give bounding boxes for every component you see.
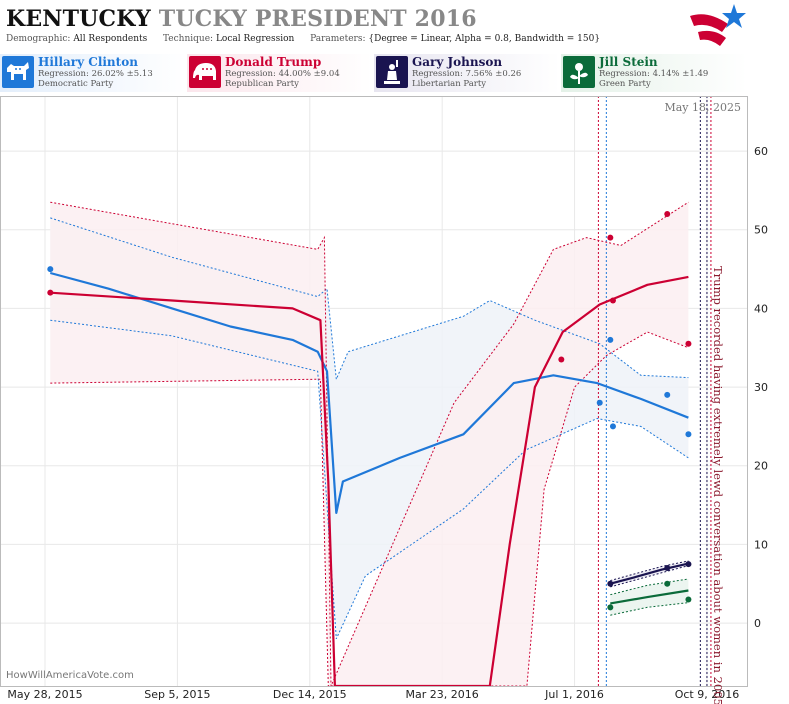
poll-point xyxy=(558,356,565,363)
candidate-name: Gary Johnson xyxy=(412,55,503,69)
y-tick-label: 60 xyxy=(754,145,768,158)
lower-bound-line xyxy=(50,319,689,640)
trend-lines xyxy=(50,201,689,686)
y-tick-label: 10 xyxy=(754,538,768,551)
candidate-regression: Regression: 4.14% ±1.49 xyxy=(599,69,709,79)
candidate-card-stein[interactable]: Jill Stein Regression: 4.14% ±1.49 Green… xyxy=(561,54,747,92)
candidate-card-johnson[interactable]: Gary Johnson Regression: 7.56% ±0.26 Lib… xyxy=(374,54,560,92)
poll-point xyxy=(609,423,616,430)
trend-line xyxy=(50,271,689,514)
y-tick-label: 30 xyxy=(754,381,768,394)
poll-point xyxy=(47,289,54,296)
x-tick-label: Sep 5, 2015 xyxy=(144,688,210,701)
candidate-regression: Regression: 44.00% ±9.04 xyxy=(225,69,340,79)
demographic-label: Demographic: xyxy=(6,34,71,44)
candidate-card-trump[interactable]: Donald Trump Regression: 44.00% ±9.04 Re… xyxy=(187,54,373,92)
confidence-bands xyxy=(50,202,689,686)
poll-point xyxy=(664,580,671,587)
y-tick-label: 40 xyxy=(754,302,768,315)
confidence-band xyxy=(50,202,689,686)
event-annotation: Trump recorded having extremely lewd con… xyxy=(711,266,725,704)
x-tick-label: Jul 1, 2016 xyxy=(544,688,604,701)
poll-points xyxy=(47,211,692,611)
poll-point xyxy=(685,596,692,603)
lower-bound-line xyxy=(610,565,689,588)
poll-point xyxy=(664,391,671,398)
title-race: TUCKY PRESIDENT 2016 xyxy=(158,6,477,32)
chart-axes: 0 10 20 30 40 50 60 May 28, 2015 Sep 5, 2015 Dec … xyxy=(7,145,768,701)
elephant-icon xyxy=(189,56,221,88)
poll-chart: 0 10 20 30 40 50 60 May 28, 2015 Sep 5, 2015 Dec … xyxy=(0,96,768,704)
y-tick-label: 0 xyxy=(754,617,761,630)
poll-point xyxy=(596,399,603,406)
candidate-party: Green Party xyxy=(599,79,651,89)
poll-point xyxy=(664,211,671,217)
page-title: KENTUCKY TUCKY PRESIDENT 2016 xyxy=(6,6,477,32)
x-tick-label: Oct 9, 2016 xyxy=(675,688,740,701)
plot-frame xyxy=(0,96,748,687)
technique-label: Technique: xyxy=(163,34,214,44)
poll-point xyxy=(685,561,692,568)
parameters-value: {Degree = Linear, Alpha = 0.8, Bandwidth… xyxy=(368,34,601,44)
candidate-name: Donald Trump xyxy=(225,55,322,69)
poll-point xyxy=(607,336,614,343)
candidate-party: Libertarian Party xyxy=(412,79,487,89)
statue-of-liberty-icon xyxy=(376,56,408,88)
date-stamp: May 18, 2025 xyxy=(664,101,741,114)
poll-point xyxy=(609,297,616,304)
site-logo-icon xyxy=(690,4,746,46)
demographic-value: All Respondents xyxy=(73,34,148,44)
candidate-name: Hillary Clinton xyxy=(38,55,138,69)
candidate-name: Jill Stein xyxy=(599,55,658,69)
lower-bound-line xyxy=(610,602,689,616)
poll-point xyxy=(47,266,54,273)
flower-icon xyxy=(563,56,595,88)
trend-line xyxy=(610,562,689,585)
lower-bound-line xyxy=(50,331,689,686)
trend-line xyxy=(610,589,689,605)
poll-point xyxy=(607,580,614,587)
technique-value: Local Regression xyxy=(215,34,295,44)
poll-point xyxy=(685,431,692,438)
candidate-legend: Hillary Clinton Regression: 26.02% ±5.13… xyxy=(0,54,789,94)
poll-point xyxy=(664,565,671,571)
trend-line xyxy=(50,275,689,686)
upper-bound-line xyxy=(610,578,689,596)
upper-bound-line xyxy=(610,560,689,582)
title-state: KENTUCKY xyxy=(6,6,151,32)
parameters-label: Parameters: xyxy=(310,34,366,44)
y-tick-label: 20 xyxy=(754,460,768,473)
y-tick-label: 50 xyxy=(754,224,768,237)
x-tick-label: Mar 23, 2016 xyxy=(406,688,479,701)
donkey-icon xyxy=(2,56,34,88)
candidate-party: Democratic Party xyxy=(38,79,114,89)
upper-bound-line xyxy=(50,217,689,382)
watermark: HowWillAmericaVote.com xyxy=(6,670,134,681)
poll-point xyxy=(607,604,614,611)
x-tick-label: May 28, 2015 xyxy=(7,688,82,701)
poll-point xyxy=(607,234,614,241)
x-tick-label: Dec 14, 2015 xyxy=(273,688,347,701)
candidate-regression: Regression: 7.56% ±0.26 xyxy=(412,69,522,79)
parameters-bar: Demographic: All Respondents Technique: … xyxy=(6,34,600,44)
candidate-card-clinton[interactable]: Hillary Clinton Regression: 26.02% ±5.13… xyxy=(0,54,186,92)
poll-point xyxy=(685,340,692,347)
candidate-party: Republican Party xyxy=(225,79,299,89)
candidate-regression: Regression: 26.02% ±5.13 xyxy=(38,69,153,79)
